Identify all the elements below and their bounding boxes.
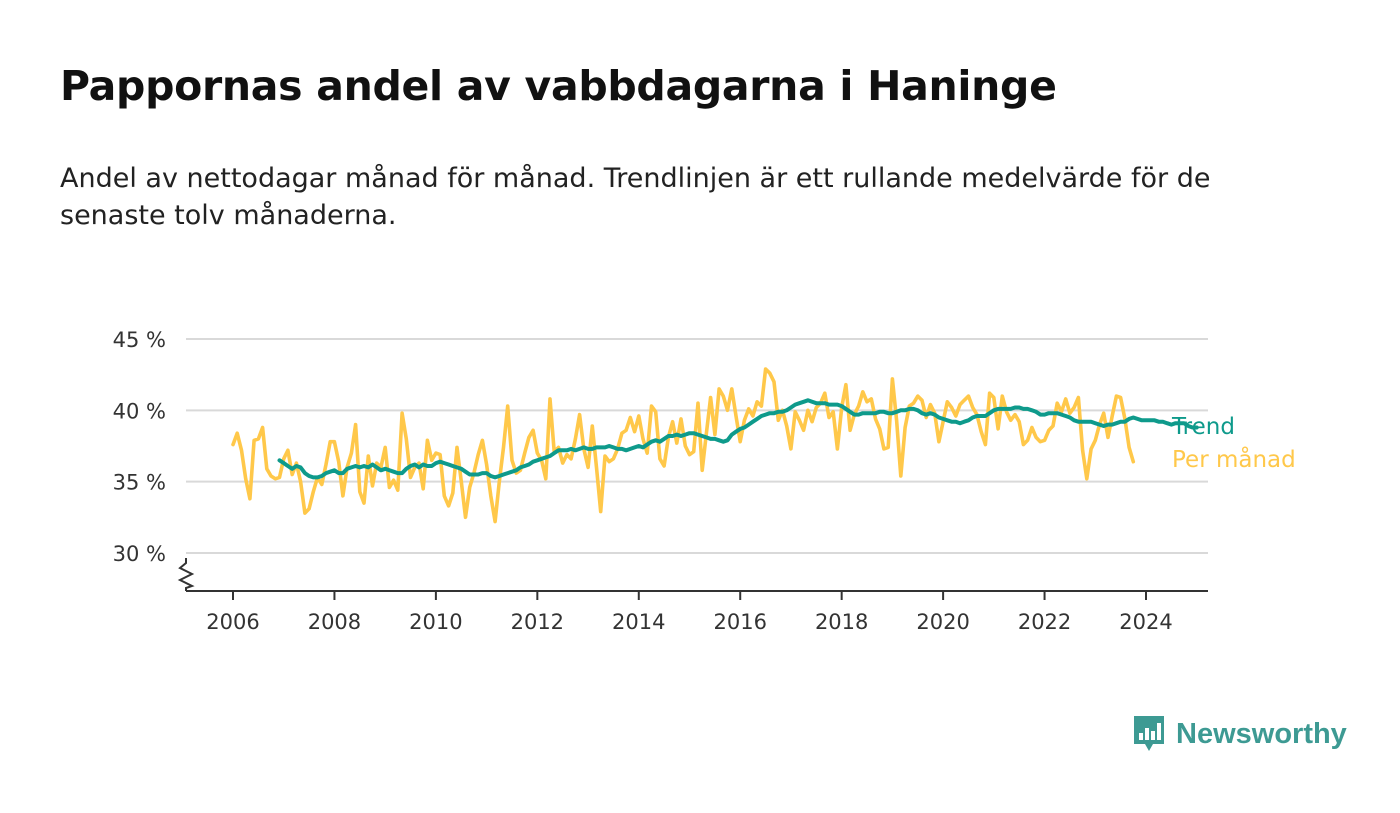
x-tick-label: 2008: [308, 610, 361, 634]
x-tick-label: 2018: [815, 610, 868, 634]
x-tick-label: 2016: [713, 610, 766, 634]
x-tick-label: 2006: [206, 610, 259, 634]
x-axis-ticks: 2006 2008 2010 2012 2014 2016 2018 2020 2022 2024: [206, 591, 1173, 634]
y-tick-label: 35 %: [113, 471, 166, 495]
newsworthy-logo-icon: [1134, 716, 1164, 751]
x-tick-label: 2024: [1119, 610, 1172, 634]
chart-title: Pappornas andel av vabbdagarna i Haninge: [60, 62, 1057, 110]
series-line-per-månad: [231, 367, 1136, 524]
x-axis: [177, 558, 1208, 592]
series-labels: Trend Per månad: [1171, 414, 1296, 473]
chart-subtitle: Andel av nettodagar månad för månad. Tre…: [60, 163, 1211, 231]
x-tick-label: 2014: [612, 610, 665, 634]
y-tick-label: 40 %: [113, 399, 166, 423]
series-label-per-månad: Per månad: [1172, 445, 1296, 473]
newsworthy-logo: Newsworthy: [1132, 712, 1347, 756]
series-line-trend: [277, 398, 1199, 480]
y-tick-label: 30 %: [113, 542, 166, 566]
y-axis-ticks: 30 % 35 % 40 % 45 %: [113, 328, 166, 566]
x-tick-label: 2022: [1018, 610, 1071, 634]
y-axis-break-icon: [177, 558, 195, 591]
series-label-trend: Trend: [1171, 414, 1235, 440]
brand-name: Newsworthy: [1176, 717, 1347, 750]
x-tick-label: 2020: [916, 610, 969, 634]
y-tick-label: 45 %: [113, 328, 166, 352]
x-tick-label: 2012: [511, 610, 564, 634]
x-tick-label: 2010: [409, 610, 462, 634]
gridlines: [186, 338, 1208, 554]
series-lines: [231, 367, 1199, 524]
